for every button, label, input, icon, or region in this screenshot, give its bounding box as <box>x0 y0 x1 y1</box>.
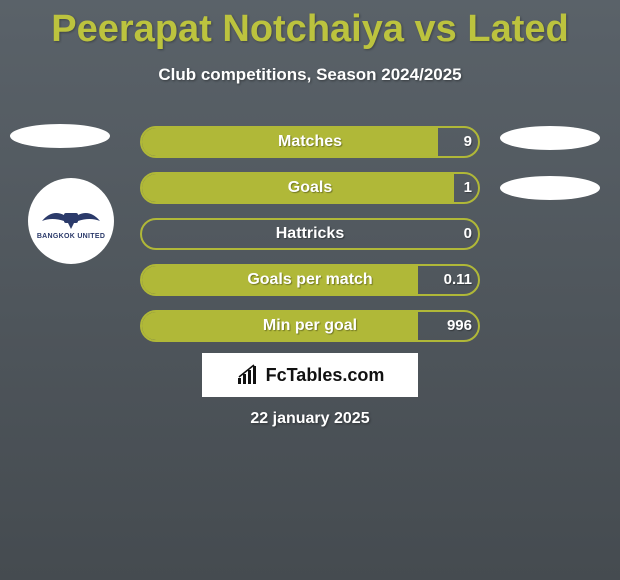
stat-row: Matches9 <box>0 118 620 164</box>
stat-bar-fill <box>142 266 418 294</box>
chart-icon <box>236 364 260 386</box>
stat-bar-fill <box>142 312 418 340</box>
stat-bar <box>140 126 480 158</box>
stat-bar <box>140 218 480 250</box>
stats-rows: Matches9Goals1Hattricks0Goals per match0… <box>0 118 620 348</box>
stat-bar-fill <box>142 128 438 156</box>
stat-bar <box>140 264 480 296</box>
subtitle: Club competitions, Season 2024/2025 <box>0 65 620 85</box>
stat-row: Hattricks0 <box>0 210 620 256</box>
stat-row: Goals per match0.11 <box>0 256 620 302</box>
stat-bar <box>140 172 480 204</box>
stat-row: Min per goal996 <box>0 302 620 348</box>
stat-bar-fill <box>142 174 454 202</box>
stat-bar <box>140 310 480 342</box>
stat-row: Goals1 <box>0 164 620 210</box>
brand-label: FcTables.com <box>266 365 385 386</box>
date-label: 22 january 2025 <box>0 410 620 428</box>
page-title: Peerapat Notchaiya vs Lated <box>0 0 620 51</box>
brand-box[interactable]: FcTables.com <box>202 353 418 397</box>
